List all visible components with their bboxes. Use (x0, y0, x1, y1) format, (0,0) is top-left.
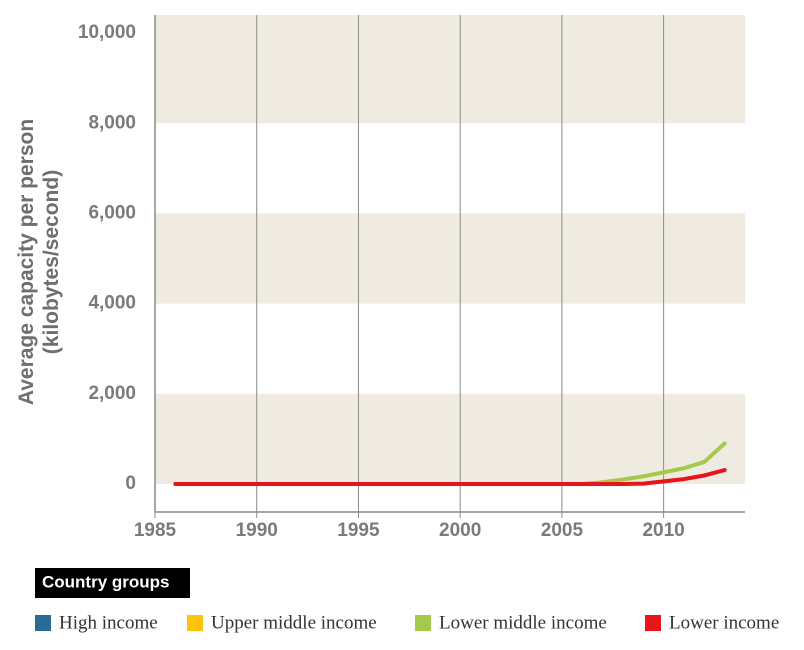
y-tick-label: 10,000 (78, 22, 136, 43)
legend-label: High income (59, 612, 158, 633)
legend-swatch (645, 615, 661, 631)
legend-label: Lower income (669, 612, 779, 633)
axes: 0 2,000 4,000 6,000 8,000 10,000 1985 1990 1995 2… (78, 15, 745, 541)
band (155, 393, 745, 485)
series-line (173, 468, 727, 487)
band (155, 15, 745, 124)
y-axis-label: (kilobytes/second) (40, 170, 63, 354)
legend-title: Country groups (42, 572, 170, 591)
legend-swatch (187, 615, 203, 631)
y-axis-label: Average capacity per person (15, 119, 38, 405)
bands (155, 15, 745, 485)
x-tick-label: 1985 (134, 520, 177, 541)
x-tick-label: 1990 (236, 520, 278, 541)
legend-label: Upper middle income (211, 612, 377, 633)
y-tick-label: 4,000 (88, 293, 136, 314)
legend: High income Upper middle income Lower midd… (35, 612, 779, 633)
legend-swatch (35, 615, 51, 631)
legend-swatch (415, 615, 431, 631)
lines (173, 441, 727, 487)
y-tick-label: 8,000 (88, 112, 136, 133)
x-tick-label: 2000 (439, 520, 481, 541)
y-tick-label: 6,000 (88, 202, 136, 223)
legend-title-box (35, 568, 190, 598)
grid (256, 15, 665, 512)
y-tick-label: 0 (125, 473, 136, 494)
x-tick-label: 1995 (337, 520, 380, 541)
legend-label: Lower middle income (439, 612, 607, 633)
x-tick-label: 2005 (541, 520, 584, 541)
band (155, 213, 745, 304)
x-tick-label: 2010 (642, 520, 684, 541)
y-tick-label: 2,000 (88, 383, 136, 404)
